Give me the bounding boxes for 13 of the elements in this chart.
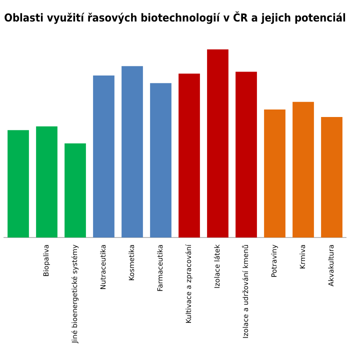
bar [64,143,86,238]
bar [36,126,58,238]
bar [8,130,29,238]
bar [236,72,257,238]
bar [321,116,342,238]
bar [122,66,143,238]
bar [178,74,200,238]
bar [150,83,172,238]
bar [292,102,314,238]
bar [207,49,228,238]
bar [264,109,286,238]
chart-title: Oblasti využití řasových biotechnologií v ČR a jejich potenciál [4,10,346,25]
bar [93,76,114,238]
